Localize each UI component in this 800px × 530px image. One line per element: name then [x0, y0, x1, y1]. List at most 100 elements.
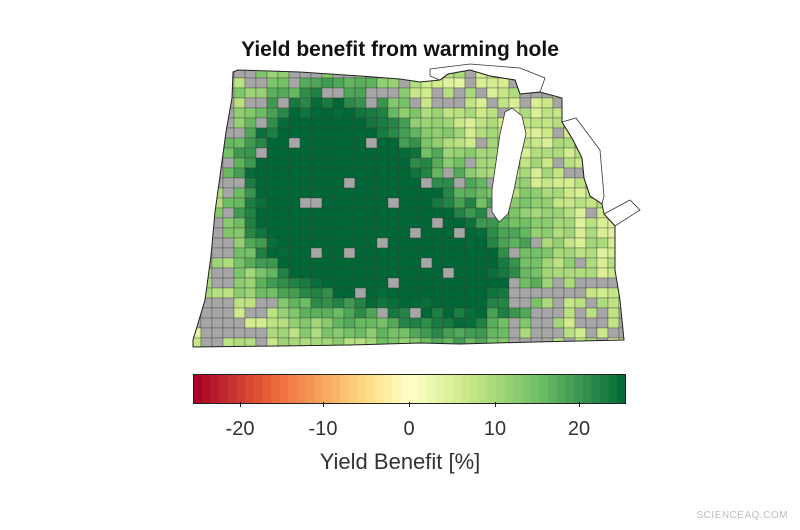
county-cell: [387, 167, 400, 179]
county-cell: [486, 97, 499, 109]
county-cell: [585, 297, 598, 309]
county-cell: [332, 297, 345, 309]
county-cell: [289, 348, 300, 358]
county-cell: [607, 267, 620, 279]
county-cell: [387, 277, 400, 289]
county-cell: [607, 307, 620, 319]
colorbar-segment: [357, 374, 367, 404]
county-cell: [563, 167, 576, 179]
county-cell: [607, 327, 620, 339]
county-cell: [354, 217, 367, 229]
county-cell: [266, 227, 279, 239]
county-cell: [475, 107, 488, 119]
county-cell: [310, 127, 323, 139]
county-cell: [398, 237, 411, 249]
county-cell: [409, 187, 422, 199]
colorbar-segment: [400, 374, 411, 404]
county-cell: [222, 297, 235, 309]
county-cell: [365, 197, 378, 209]
county-cell: [332, 317, 345, 329]
county-cell: [508, 287, 521, 299]
county-cell: [244, 247, 257, 259]
county-cell: [266, 127, 279, 139]
county-cell: [398, 127, 411, 139]
county-cell: [596, 127, 609, 139]
county-cell: [310, 277, 323, 289]
county-cell: [321, 207, 334, 219]
county-cell: [563, 87, 576, 99]
colorbar-segment: [504, 374, 515, 404]
county-cell: [233, 97, 246, 109]
county-cell: [508, 267, 521, 279]
county-cell: [343, 197, 356, 209]
county-cell: [233, 157, 246, 169]
county-cell: [574, 107, 587, 119]
county-cell: [541, 107, 554, 119]
county-cell: [343, 87, 356, 99]
county-cell: [398, 157, 411, 169]
county-cell: [332, 70, 345, 79]
county-cell: [596, 257, 609, 269]
county-cell: [299, 227, 312, 239]
county-cell: [310, 197, 323, 209]
county-cell: [398, 137, 411, 149]
county-cell: [354, 257, 367, 269]
county-cell: [310, 87, 323, 99]
county-cell: [343, 297, 356, 309]
county-cell: [564, 348, 575, 358]
county-cell: [420, 317, 433, 329]
county-cell: [541, 97, 554, 109]
county-cell: [310, 107, 323, 119]
county-cell: [574, 70, 587, 79]
county-cell: [486, 217, 499, 229]
county-cell: [464, 337, 477, 347]
county-cell: [233, 127, 246, 139]
county-cell: [552, 137, 565, 149]
county-cell: [563, 177, 576, 189]
county-cell: [332, 247, 345, 259]
county-cell: [255, 177, 268, 189]
county-cell: [233, 307, 246, 319]
county-cell: [563, 107, 576, 119]
county-cell: [244, 297, 257, 309]
county-cell: [520, 348, 531, 358]
county-cell: [211, 257, 224, 269]
tick-mark: [240, 402, 241, 407]
county-cell: [453, 157, 466, 169]
county-cell: [497, 237, 510, 249]
county-cell: [398, 267, 411, 279]
colorbar-segment: [539, 374, 549, 404]
county-cell: [354, 187, 367, 199]
county-cell: [541, 187, 554, 199]
county-cell: [244, 137, 257, 149]
county-cell: [255, 267, 268, 279]
county-cell: [266, 157, 279, 169]
county-cell: [618, 247, 624, 259]
county-cell: [222, 317, 235, 329]
county-cell: [618, 127, 624, 139]
county-cell: [398, 227, 411, 239]
county-cell: [442, 107, 455, 119]
colorbar-segment: [530, 374, 540, 404]
county-cell: [453, 87, 466, 99]
county-cell: [277, 207, 290, 219]
county-cell: [541, 237, 554, 249]
county-cell: [409, 267, 422, 279]
county-cell: [585, 227, 598, 239]
county-cell: [233, 297, 246, 309]
county-cell: [486, 237, 499, 249]
county-cell: [596, 317, 609, 329]
map-title: Yield benefit from warming hole: [241, 38, 559, 61]
county-cell: [266, 327, 279, 339]
county-cell: [310, 157, 323, 169]
county-cell: [475, 297, 488, 309]
county-cell: [277, 327, 290, 339]
colorbar-segment: [426, 374, 437, 404]
county-cell: [585, 107, 598, 119]
county-cell: [387, 287, 400, 299]
county-cell: [596, 227, 609, 239]
county-cell: [365, 307, 378, 319]
county-cell: [453, 167, 466, 179]
county-cell: [486, 107, 499, 119]
county-cell: [299, 187, 312, 199]
